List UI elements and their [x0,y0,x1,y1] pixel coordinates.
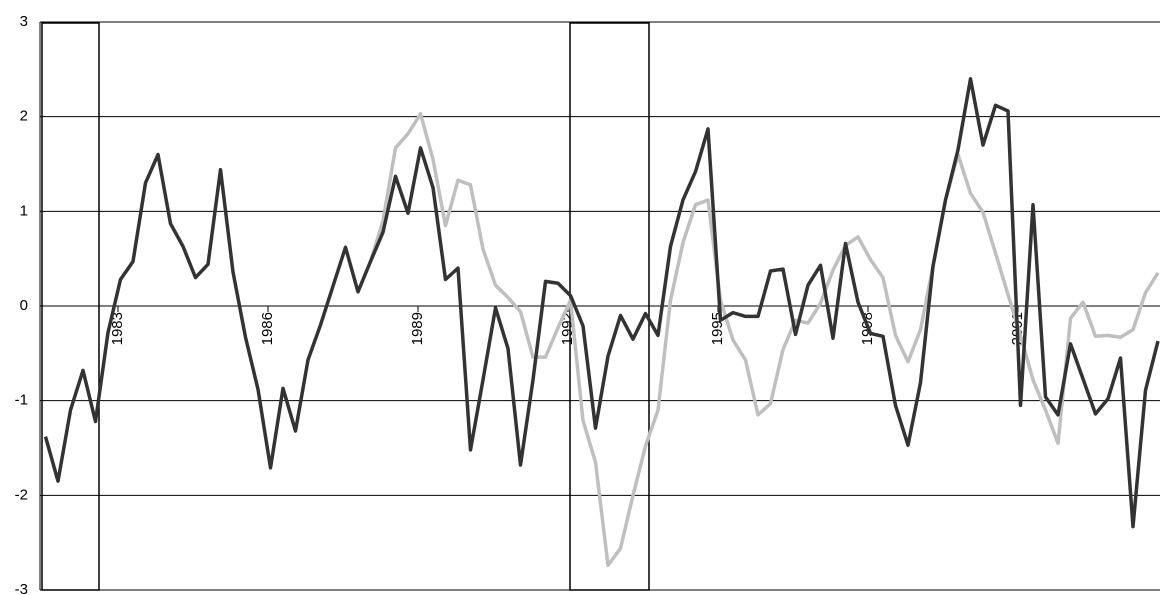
y-tick-label: 3 [20,13,28,30]
y-tick-label: 0 [20,297,28,314]
y-tick-label: -1 [15,392,28,409]
y-tick-label: -3 [15,581,28,595]
y-tick-label: -2 [15,486,28,503]
x-tick-label: 1986 [259,312,276,345]
series-line [368,112,1160,568]
x-tick-label: 1983 [109,312,126,345]
x-tick-label: 1989 [409,312,426,345]
y-tick-label: 2 [20,108,28,125]
series-line [43,77,1160,529]
y-tick-label: 1 [20,202,28,219]
shaded-period [41,22,100,591]
